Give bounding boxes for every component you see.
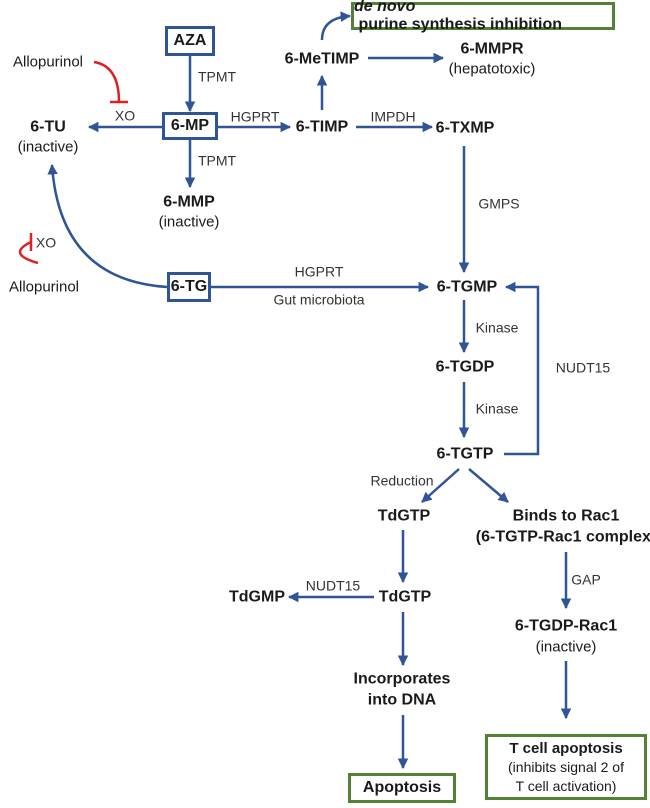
6-metimp-node: 6-MeTIMP bbox=[284, 50, 360, 68]
incorporates-dna-line2: into DNA bbox=[367, 691, 437, 709]
kinase-label-1: Kinase bbox=[475, 319, 519, 336]
gap-label: GAP bbox=[571, 571, 601, 588]
arrow-tgtp-to-rac1 bbox=[468, 468, 509, 503]
impdh-label: IMPDH bbox=[370, 108, 416, 125]
arrow-tgtp-to-tdgtp bbox=[421, 468, 460, 503]
6-mmp-node: 6-MMP bbox=[163, 193, 215, 211]
reduction-label: Reduction bbox=[370, 472, 434, 489]
tdgtp-node-lower: TdGTP bbox=[378, 588, 432, 606]
purine-inhibition-box: de novo purine synthesis inhibition bbox=[351, 0, 615, 33]
purine-inhibition-label: de novo purine synthesis inhibition bbox=[354, 0, 563, 33]
6-tgtp-node: 6-TGTP bbox=[436, 445, 494, 463]
6-txmp-node: 6-TXMP bbox=[435, 119, 495, 137]
6-tgdp-node: 6-TGDP bbox=[435, 358, 495, 376]
hgprt-label-tg: HGPRT bbox=[294, 263, 344, 280]
inhibition-allopurinol-top bbox=[93, 60, 121, 103]
arrow-tgtp-to-tgmp bbox=[504, 281, 540, 456]
apoptosis-label: Apoptosis bbox=[362, 779, 442, 796]
6-timp-node: 6-TIMP bbox=[295, 118, 349, 136]
xo-label-mp: XO bbox=[114, 107, 136, 124]
hgprt-label-mp: HGPRT bbox=[230, 108, 280, 125]
binds-rac1-line1: Binds to Rac1 bbox=[512, 507, 620, 525]
tpmt-label-top: TPMT bbox=[197, 68, 237, 85]
t-cell-apoptosis-title: T cell apoptosis bbox=[509, 739, 623, 757]
6-mp-box: 6-MP bbox=[162, 112, 218, 140]
aza-label: AZA bbox=[173, 32, 207, 49]
6-mp-label: 6-MP bbox=[170, 117, 210, 134]
arrow-tg-to-tu bbox=[47, 163, 168, 289]
gmps-label: GMPS bbox=[478, 195, 520, 212]
6-tu-note: (inactive) bbox=[17, 138, 79, 156]
t-cell-apoptosis-box: T cell apoptosis (inhibits signal 2 of T… bbox=[485, 734, 647, 800]
tpmt-label-bottom: TPMT bbox=[197, 152, 237, 169]
allopurinol-top: Allopurinol bbox=[12, 53, 84, 71]
6-mmp-note: (inactive) bbox=[158, 213, 220, 231]
nudt15-label-left: NUDT15 bbox=[305, 577, 361, 594]
apoptosis-box: Apoptosis bbox=[348, 773, 456, 803]
arrow-metimp-to-purine-inhibition bbox=[320, 11, 352, 41]
binds-rac1-line2: (6-TGTP-Rac1 complex) bbox=[475, 528, 650, 546]
tdgtp-node-upper: TdGTP bbox=[377, 507, 431, 525]
nudt15-label-right: NUDT15 bbox=[555, 359, 611, 376]
t-cell-apoptosis-sub1: (inhibits signal 2 of bbox=[508, 758, 624, 775]
t-cell-apoptosis-sub2: T cell activation) bbox=[515, 777, 617, 794]
6-mmpr-note: (hepatotoxic) bbox=[448, 60, 536, 78]
aza-box: AZA bbox=[165, 26, 215, 56]
tdgmp-node: TdGMP bbox=[229, 588, 285, 606]
incorporates-dna-line1: Incorporates bbox=[353, 670, 451, 688]
inhibition-allopurinol-bottom bbox=[19, 240, 39, 265]
6-mmpr-node: 6-MMPR bbox=[460, 40, 524, 58]
6-tgdp-rac1-node: 6-TGDP-Rac1 bbox=[514, 617, 618, 635]
allopurinol-bottom: Allopurinol bbox=[8, 278, 80, 296]
6-tu-node: 6-TU bbox=[30, 118, 66, 136]
6-tgmp-node: 6-TGMP bbox=[436, 278, 498, 296]
6-tg-label: 6-TG bbox=[170, 278, 208, 295]
gut-microbiota-label: Gut microbiota bbox=[273, 291, 365, 308]
6-tg-box: 6-TG bbox=[167, 272, 211, 302]
kinase-label-2: Kinase bbox=[475, 400, 519, 417]
6-tgdp-rac1-note: (inactive) bbox=[535, 638, 597, 656]
xo-label-tg: XO bbox=[35, 234, 57, 251]
